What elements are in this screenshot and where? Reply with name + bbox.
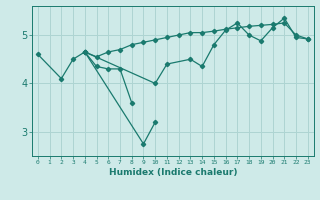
X-axis label: Humidex (Indice chaleur): Humidex (Indice chaleur): [108, 168, 237, 177]
